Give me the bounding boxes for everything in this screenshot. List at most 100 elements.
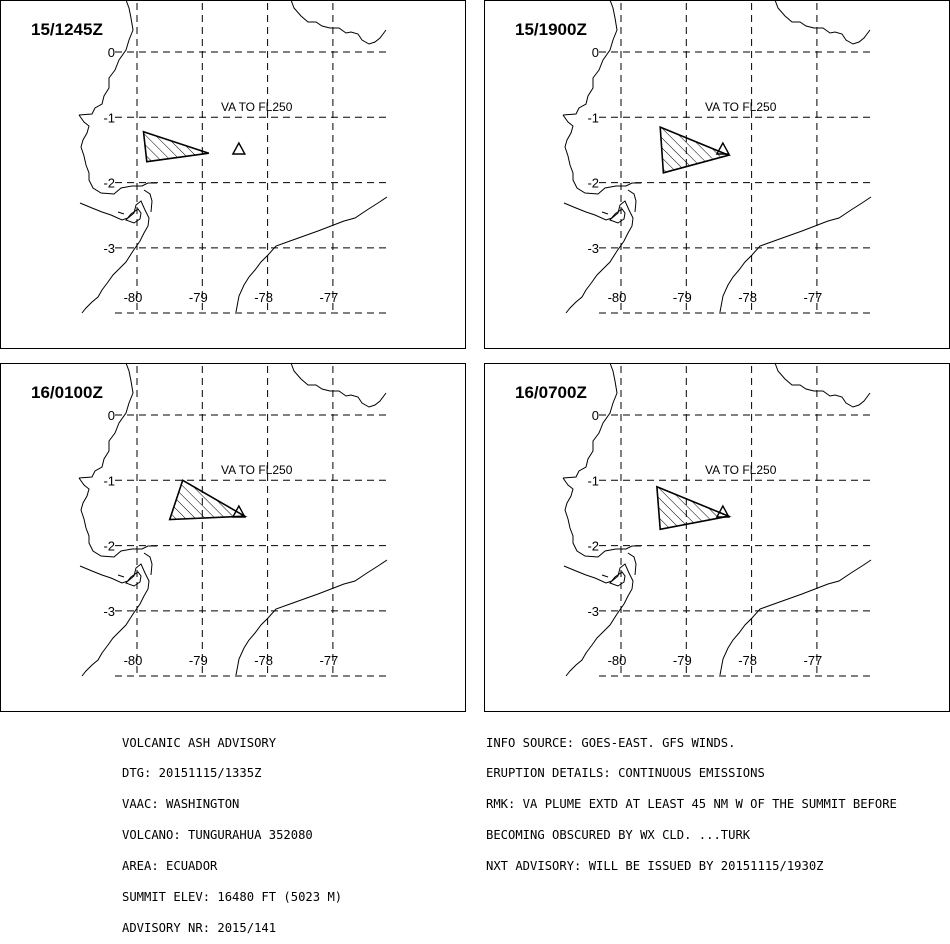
ash-plume-polygon <box>656 485 732 531</box>
latitude-tick-label: -2 <box>587 176 599 191</box>
map-panel-4: VA TO FL250 0 -1 -2 -3 -80 -79 -78 -77 16/0700Z <box>484 362 950 712</box>
longitude-tick-label: -77 <box>804 290 823 305</box>
longitude-tick-label: -80 <box>608 290 627 305</box>
geography-outline <box>117 211 125 215</box>
geography-outline <box>125 571 142 587</box>
longitude-tick-label: -80 <box>124 653 143 668</box>
longitude-tick-label: -80 <box>608 653 627 668</box>
volcano-triangle-icon <box>231 141 247 155</box>
advisory-line: SUMMIT ELEV: 16480 FT (5023 M) <box>122 890 343 905</box>
geography-outline <box>627 189 637 213</box>
geography-outline <box>562 114 641 195</box>
geography-outline <box>563 563 634 677</box>
longitude-tick-label: -79 <box>189 290 208 305</box>
plume-altitude-label: VA TO FL250 <box>705 463 777 477</box>
latitude-tick-label: 0 <box>108 408 115 423</box>
latitude-tick-label: -3 <box>103 241 115 256</box>
advisory-text-right: INFO SOURCE: GOES-EAST. GFS WINDS. ERUPT… <box>486 717 897 882</box>
geography-outline <box>627 552 637 576</box>
advisory-line: ERUPTION DETAILS: CONTINUOUS EMISSIONS <box>486 766 765 781</box>
latitude-tick-label: -2 <box>103 539 115 554</box>
longitude-tick-label: -79 <box>189 653 208 668</box>
longitude-tick-label: -78 <box>738 290 757 305</box>
panel-border <box>0 363 466 712</box>
geography-outline <box>601 211 609 215</box>
advisory-text-left: VOLCANIC ASH ADVISORY DTG: 20151115/1335… <box>122 717 342 944</box>
lat-lon-grid <box>115 3 387 314</box>
advisory-graphic: VA TO FL250 0 -1 -2 -3 -80 -79 -78 -77 15/1245Z V… <box>0 0 950 712</box>
geography-outline <box>562 477 641 558</box>
lat-lon-grid <box>599 3 871 314</box>
panel-border <box>484 0 950 349</box>
advisory-line: AREA: ECUADOR <box>122 859 218 874</box>
latitude-tick-label: -1 <box>103 473 115 488</box>
latitude-tick-label: -2 <box>587 539 599 554</box>
latitude-tick-label: -3 <box>587 604 599 619</box>
advisory-line: ADVISORY NR: 2015/141 <box>122 920 277 935</box>
longitude-tick-label: -79 <box>673 653 692 668</box>
lat-lon-grid <box>599 366 871 677</box>
advisory-line: VAAC: WASHINGTON <box>122 797 240 812</box>
longitude-tick-label: -77 <box>320 290 339 305</box>
plume-altitude-label: VA TO FL250 <box>221 463 293 477</box>
latitude-tick-label: -1 <box>103 110 115 125</box>
geography-outline <box>609 571 626 587</box>
geography-outline <box>719 559 872 676</box>
geography-outline <box>78 477 157 558</box>
map-panel-2: VA TO FL250 0 -1 -2 -3 -80 -79 -78 -77 15/1900Z <box>484 0 950 349</box>
geography-outline <box>774 362 871 408</box>
geography-outline <box>78 114 157 195</box>
geography-outline <box>79 563 150 677</box>
geography-outline <box>79 200 150 314</box>
map-panel-3: VA TO FL250 0 -1 -2 -3 -80 -79 -78 -77 16/0100Z <box>0 362 466 712</box>
longitude-tick-label: -77 <box>320 653 339 668</box>
volcano-triangle-icon <box>715 141 731 155</box>
latitude-tick-label: -1 <box>587 473 599 488</box>
advisory-line: INFO SOURCE: GOES-EAST. GFS WINDS. <box>486 735 736 750</box>
ash-plume-polygon <box>659 125 732 174</box>
longitude-tick-label: -78 <box>254 290 273 305</box>
advisory-line: BECOMING OBSCURED BY WX CLD. ...TURK <box>486 828 751 843</box>
geography-outline <box>235 196 388 313</box>
plume-altitude-label: VA TO FL250 <box>705 100 777 114</box>
geography-outline <box>125 208 142 224</box>
lat-lon-grid <box>115 366 387 677</box>
panel-time-label: 16/0100Z <box>31 383 103 402</box>
volcano-triangle-icon <box>715 504 731 518</box>
geography-outline <box>78 0 134 116</box>
geography-outline <box>601 574 609 578</box>
longitude-tick-label: -77 <box>804 653 823 668</box>
ash-plume-polygon <box>142 130 210 163</box>
advisory-line: NXT ADVISORY: WILL BE ISSUED BY 20151115… <box>486 859 824 874</box>
latitude-tick-label: -2 <box>103 176 115 191</box>
latitude-tick-label: 0 <box>592 408 599 423</box>
panel-time-label: 15/1245Z <box>31 20 103 39</box>
latitude-tick-label: 0 <box>592 45 599 60</box>
geography-outline <box>117 574 125 578</box>
geography-outline <box>290 362 387 408</box>
longitude-tick-label: -78 <box>254 653 273 668</box>
longitude-tick-label: -79 <box>673 290 692 305</box>
geography-outline <box>774 0 871 45</box>
geography-outline <box>719 196 872 313</box>
longitude-tick-label: -80 <box>124 290 143 305</box>
panel-time-label: 15/1900Z <box>515 20 587 39</box>
latitude-tick-label: -3 <box>587 241 599 256</box>
longitude-tick-label: -78 <box>738 653 757 668</box>
coastline <box>562 362 872 677</box>
panel-border <box>0 0 466 349</box>
volcano-triangle-icon <box>231 504 247 518</box>
coastline <box>78 0 388 314</box>
map-panel-1: VA TO FL250 0 -1 -2 -3 -80 -79 -78 -77 15/1245Z <box>0 0 466 349</box>
advisory-line: VOLCANIC ASH ADVISORY <box>122 735 277 750</box>
geography-outline <box>290 0 387 45</box>
latitude-tick-label: -1 <box>587 110 599 125</box>
coastline <box>78 362 388 677</box>
panel-time-label: 16/0700Z <box>515 383 587 402</box>
geography-outline <box>609 208 626 224</box>
plume-altitude-label: VA TO FL250 <box>221 100 293 114</box>
panel-border <box>484 363 950 712</box>
advisory-line: VOLCANO: TUNGURAHUA 352080 <box>122 828 313 843</box>
advisory-line: DTG: 20151115/1335Z <box>122 766 262 781</box>
geography-outline <box>563 200 634 314</box>
